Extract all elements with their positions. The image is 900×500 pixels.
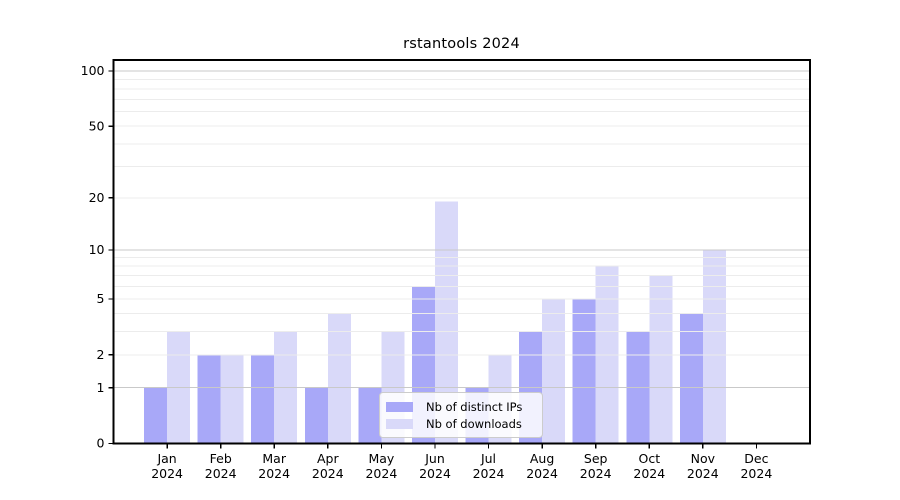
xtick-label-month-jan: Jan <box>156 451 176 466</box>
bar-nb-of-distinct-ips-nov <box>679 313 703 444</box>
ytick-label-5: 5 <box>97 291 105 306</box>
xtick-label-month-nov: Nov <box>691 451 716 466</box>
legend-item-distinct-ips: Nb of distinct IPs <box>386 399 534 414</box>
plot-frame <box>112 59 811 445</box>
ytick-label-20: 20 <box>89 190 105 205</box>
bar-nb-of-distinct-ips-apr <box>304 387 328 444</box>
xtick-label-year-mar: 2024 <box>258 466 290 481</box>
xtick-label-year-nov: 2024 <box>687 466 719 481</box>
ytick-label-10: 10 <box>89 242 105 257</box>
xtick-label-year-jul: 2024 <box>473 466 505 481</box>
xtick-label-year-aug: 2024 <box>526 466 558 481</box>
legend-label-downloads: Nb of downloads <box>426 416 522 431</box>
xtick-label-month-sep: Sep <box>584 451 608 466</box>
bar-nb-of-downloads-aug <box>542 298 566 444</box>
legend-swatch-distinct-ips <box>386 401 413 412</box>
ytick-label-100: 100 <box>81 63 105 78</box>
xtick-label-month-feb: Feb <box>210 451 232 466</box>
ytick-label-50: 50 <box>89 118 105 133</box>
xtick-label-month-jun: Jun <box>424 451 445 466</box>
xtick-label-month-oct: Oct <box>638 451 660 466</box>
bar-nb-of-downloads-nov <box>702 250 726 444</box>
bar-nb-of-distinct-ips-may <box>358 387 382 444</box>
bar-nb-of-downloads-feb <box>220 354 244 444</box>
bar-nb-of-downloads-apr <box>327 313 351 444</box>
xtick-label-month-aug: Aug <box>530 451 554 466</box>
ytick-label-0: 0 <box>97 436 105 451</box>
bar-nb-of-distinct-ips-mar <box>251 354 275 444</box>
bar-nb-of-downloads-jun <box>435 201 458 444</box>
xtick-label-year-dec: 2024 <box>740 466 772 481</box>
xtick-label-year-oct: 2024 <box>633 466 665 481</box>
xtick-label-year-feb: 2024 <box>205 466 237 481</box>
xtick-label-year-sep: 2024 <box>580 466 612 481</box>
xtick-label-month-apr: Apr <box>317 451 339 466</box>
bar-nb-of-distinct-ips-feb <box>197 354 221 444</box>
xtick-label-month-jul: Jul <box>480 451 496 466</box>
legend-item-downloads: Nb of downloads <box>386 416 534 431</box>
xtick-label-year-may: 2024 <box>365 466 397 481</box>
ytick-label-1: 1 <box>97 380 105 395</box>
legend-label-distinct-ips: Nb of distinct IPs <box>426 399 523 414</box>
xtick-label-year-jun: 2024 <box>419 466 451 481</box>
chart-title: rstantools 2024 <box>403 36 520 52</box>
xtick-label-month-mar: Mar <box>262 451 286 466</box>
legend: Nb of distinct IPs Nb of downloads <box>379 392 543 438</box>
bar-nb-of-distinct-ips-sep <box>572 298 596 444</box>
xtick-label-year-jan: 2024 <box>151 466 183 481</box>
xtick-label-month-may: May <box>368 451 394 466</box>
xtick-label-month-dec: Dec <box>744 451 768 466</box>
bar-nb-of-downloads-oct <box>649 275 673 444</box>
xtick-label-year-apr: 2024 <box>312 466 344 481</box>
legend-swatch-downloads <box>386 418 413 429</box>
bar-nb-of-distinct-ips-jan <box>144 387 168 444</box>
ytick-label-2: 2 <box>97 347 105 362</box>
